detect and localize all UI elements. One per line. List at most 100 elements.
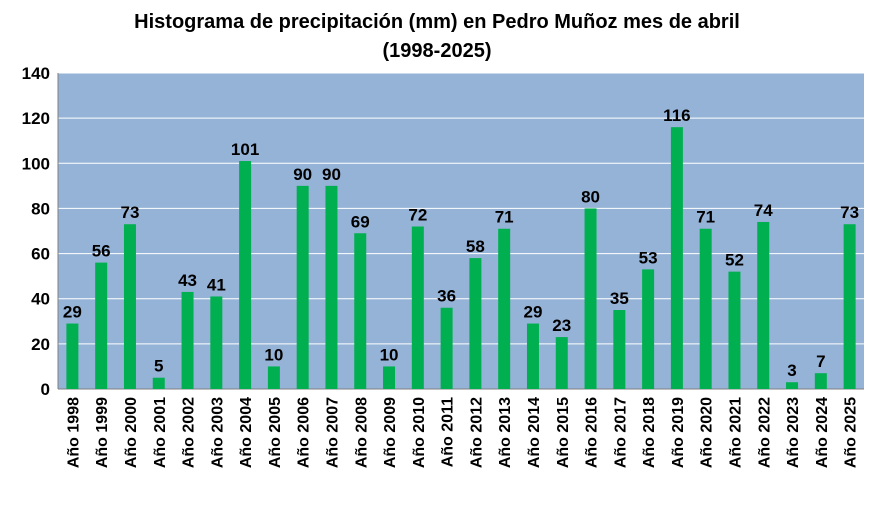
bar bbox=[66, 323, 79, 389]
bar bbox=[843, 224, 856, 389]
data-label: 72 bbox=[408, 205, 427, 224]
x-tick-label: Año 2009 bbox=[382, 397, 399, 468]
data-label: 3 bbox=[787, 361, 796, 380]
data-label: 71 bbox=[696, 208, 715, 227]
data-label: 116 bbox=[663, 106, 690, 125]
bars bbox=[66, 127, 856, 390]
x-tick-label: Año 2023 bbox=[785, 397, 802, 468]
bar bbox=[296, 185, 309, 389]
data-label: 41 bbox=[207, 275, 226, 294]
y-tick-label: 140 bbox=[22, 64, 50, 83]
x-tick-label: Año 2008 bbox=[353, 397, 370, 468]
x-tick-label: Año 2000 bbox=[123, 397, 140, 468]
x-tick-label: Año 2010 bbox=[411, 397, 428, 468]
x-tick-label: Año 2024 bbox=[814, 397, 831, 468]
data-label: 71 bbox=[495, 208, 514, 227]
data-label: 56 bbox=[92, 242, 111, 261]
chart-title-line-1: Histograma de precipitación (mm) en Pedr… bbox=[134, 11, 740, 33]
bar bbox=[354, 233, 367, 389]
chart-title: Histograma de precipitación (mm) en Pedr… bbox=[0, 8, 874, 66]
x-tick-label: Año 2013 bbox=[497, 397, 514, 468]
data-label: 90 bbox=[293, 165, 312, 184]
bar bbox=[267, 366, 280, 389]
x-tick-label: Año 2012 bbox=[468, 397, 485, 468]
x-tick-label: Año 2020 bbox=[699, 397, 716, 468]
chart-title-line-2: (1998-2025) bbox=[382, 40, 492, 62]
bar bbox=[670, 127, 683, 390]
y-tick-label: 0 bbox=[41, 380, 50, 399]
data-label: 10 bbox=[380, 345, 399, 364]
x-tick-label: Año 2014 bbox=[526, 397, 543, 468]
bar bbox=[555, 337, 568, 389]
x-tick-label: Año 2004 bbox=[238, 397, 255, 468]
bar bbox=[440, 307, 453, 389]
x-tick-label: Año 2011 bbox=[440, 397, 457, 467]
data-label: 80 bbox=[581, 187, 600, 206]
x-tick-label: Año 1998 bbox=[65, 397, 82, 468]
x-tick-label: Año 2005 bbox=[267, 397, 284, 468]
x-tick-label: Año 2015 bbox=[555, 397, 572, 468]
data-label: 74 bbox=[754, 201, 773, 220]
x-tick-label: Año 2025 bbox=[843, 397, 860, 468]
data-label: 73 bbox=[840, 203, 859, 222]
bar bbox=[757, 221, 770, 389]
x-tick-label: Año 2021 bbox=[727, 397, 744, 468]
x-tick-label: Año 2001 bbox=[152, 397, 169, 468]
data-label: 43 bbox=[178, 271, 197, 290]
bar bbox=[699, 228, 712, 389]
bar bbox=[498, 228, 511, 389]
bar bbox=[152, 377, 165, 389]
data-label: 35 bbox=[610, 289, 629, 308]
data-label: 29 bbox=[524, 303, 543, 322]
bar bbox=[613, 310, 626, 389]
x-tick-label: Año 2006 bbox=[296, 397, 313, 468]
bar bbox=[239, 161, 252, 389]
plot-area bbox=[58, 73, 864, 389]
bar bbox=[181, 291, 194, 389]
x-axis: Año 1998 Año 1999 Año 2000 Año 2001 Año 2002… bbox=[65, 397, 859, 468]
x-tick-label: Año 2019 bbox=[670, 397, 687, 468]
data-label: 69 bbox=[351, 212, 370, 231]
data-label: 5 bbox=[154, 357, 163, 376]
x-tick-label: Año 2018 bbox=[641, 397, 658, 468]
bar bbox=[411, 226, 424, 389]
bar bbox=[469, 258, 482, 389]
bar bbox=[786, 382, 799, 389]
bar bbox=[728, 271, 741, 389]
data-label: 52 bbox=[725, 251, 744, 270]
bar bbox=[584, 208, 597, 389]
x-tick-label: Año 2016 bbox=[584, 397, 601, 468]
y-tick-label: 60 bbox=[31, 245, 50, 264]
data-label: 23 bbox=[552, 316, 571, 335]
bar bbox=[95, 262, 108, 389]
y-tick-label: 20 bbox=[31, 335, 50, 354]
bar bbox=[325, 185, 338, 389]
data-label: 7 bbox=[816, 352, 825, 371]
bar bbox=[210, 296, 223, 389]
data-label: 29 bbox=[63, 303, 82, 322]
bar bbox=[526, 323, 539, 389]
bar bbox=[814, 373, 827, 389]
bar bbox=[642, 269, 655, 389]
x-tick-label: Año 2007 bbox=[324, 397, 341, 468]
bar bbox=[123, 224, 136, 389]
bar bbox=[383, 366, 396, 389]
data-label: 10 bbox=[264, 345, 283, 364]
data-label: 58 bbox=[466, 237, 485, 256]
x-tick-label: Año 1999 bbox=[94, 397, 111, 468]
data-label: 73 bbox=[121, 203, 140, 222]
data-label: 53 bbox=[639, 248, 658, 267]
x-tick-label: Año 2017 bbox=[612, 397, 629, 468]
x-tick-label: Año 2003 bbox=[209, 397, 226, 468]
y-tick-label: 40 bbox=[31, 290, 50, 309]
data-label: 101 bbox=[231, 140, 259, 159]
y-tick-label: 120 bbox=[22, 109, 50, 128]
data-label: 36 bbox=[437, 287, 456, 306]
data-label: 90 bbox=[322, 165, 341, 184]
y-tick-label: 100 bbox=[22, 154, 50, 173]
x-tick-label: Año 2022 bbox=[756, 397, 773, 468]
x-tick-label: Año 2002 bbox=[181, 397, 198, 468]
y-tick-label: 80 bbox=[31, 199, 50, 218]
